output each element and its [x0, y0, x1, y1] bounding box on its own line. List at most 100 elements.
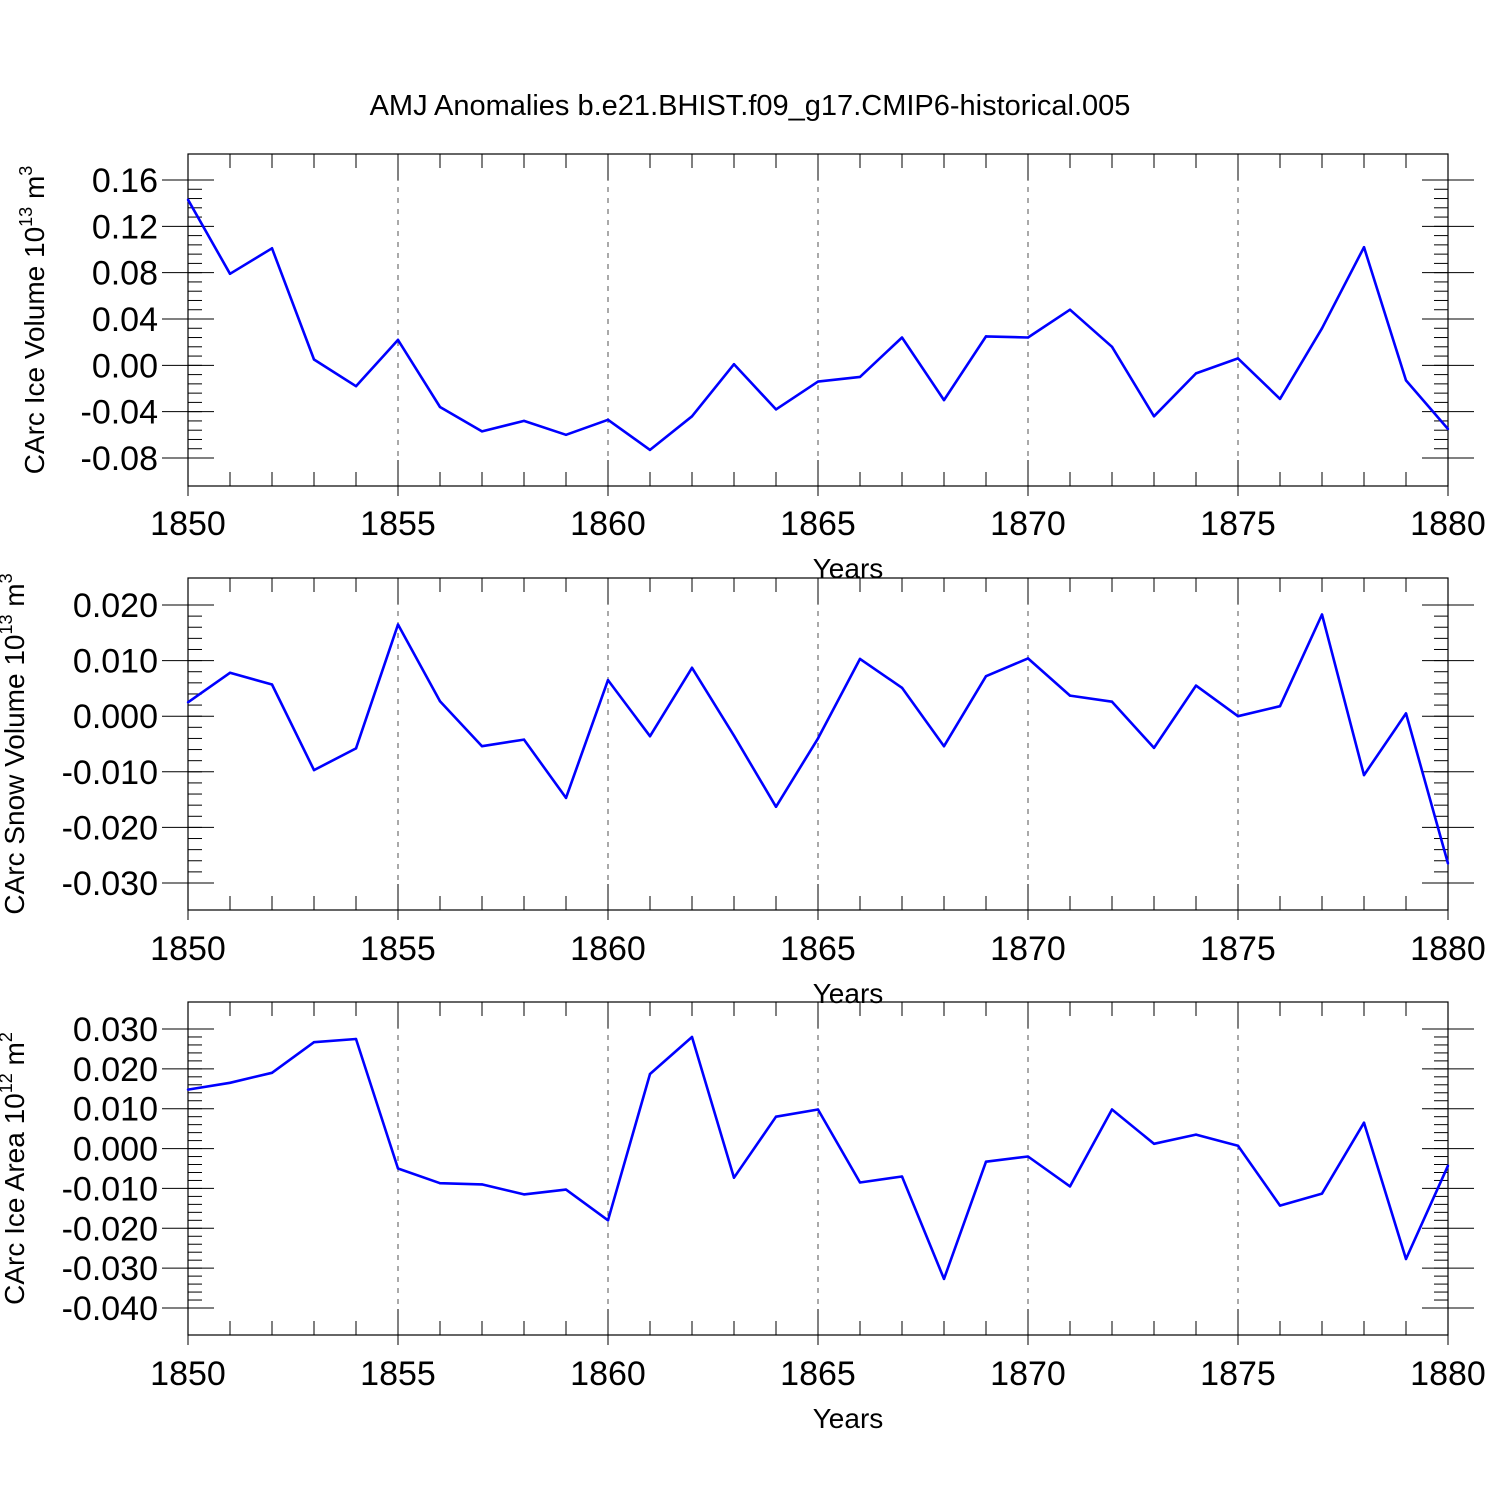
data-point — [1236, 1144, 1240, 1147]
data-point — [1026, 336, 1030, 339]
data-point — [312, 1040, 316, 1044]
data-point — [1236, 715, 1240, 718]
data-point — [900, 686, 904, 690]
y-label-unit: m — [0, 1042, 30, 1073]
y-label-exponent: 12 — [0, 1073, 16, 1093]
data-point — [1278, 704, 1282, 708]
data-point — [228, 671, 232, 675]
data-point — [1278, 1204, 1282, 1207]
data-point — [1110, 1108, 1114, 1111]
chart-title: AMJ Anomalies b.e21.BHIST.f09_g17.CMIP6-… — [370, 90, 1131, 122]
data-point — [690, 415, 694, 418]
data-point — [186, 1088, 190, 1091]
y-label-unit-exponent: 2 — [0, 1032, 16, 1042]
y-tick-label: -0.020 — [62, 809, 158, 847]
data-point — [228, 1081, 232, 1085]
data-point — [354, 384, 358, 388]
data-point — [816, 737, 820, 740]
data-point — [858, 375, 862, 379]
data-point — [942, 1277, 946, 1281]
y-label-exponent: 13 — [0, 614, 16, 634]
x-tick-label: 1880 — [1410, 505, 1486, 543]
data-point — [1110, 700, 1114, 703]
data-point — [522, 1193, 526, 1196]
data-point — [732, 1176, 736, 1179]
data-point — [606, 678, 610, 682]
panel-2: 0.020 0.010 0.000 -0.010 -0.020 -0.030 1850 185… — [0, 573, 1486, 1009]
y-tick-label: -0.030 — [62, 1250, 158, 1288]
y-tick-label: 0.04 — [92, 301, 158, 339]
x-tick-label: 1875 — [1200, 1355, 1276, 1393]
data-point — [480, 430, 484, 433]
y-tick-label: -0.020 — [62, 1210, 158, 1248]
y-tick-label: -0.010 — [62, 1170, 158, 1208]
y-tick-label: -0.040 — [62, 1290, 158, 1328]
y-tick-label: 0.00 — [92, 347, 158, 385]
x-tick-label: 1865 — [780, 505, 856, 543]
x-axis-label: Years — [813, 1403, 884, 1434]
y-tick-label: -0.030 — [62, 865, 158, 903]
x-tick-label: 1850 — [150, 930, 226, 968]
data-point — [1026, 1155, 1030, 1158]
panel-3: 0.0300.0200.0100.000-0.010-0.020-0.030-0… — [0, 1001, 1486, 1434]
data-point — [648, 735, 652, 738]
y-tick-label: 0.010 — [73, 1091, 158, 1129]
data-point — [1446, 1164, 1450, 1167]
data-point — [774, 1115, 778, 1118]
x-tick-label: 1870 — [990, 930, 1066, 968]
data-point — [1026, 657, 1030, 660]
y-label-main: CArc Ice Volume 10 — [19, 227, 50, 474]
y-tick-label: 0.000 — [73, 698, 158, 736]
data-point — [396, 623, 400, 626]
data-point — [1194, 684, 1198, 687]
data-point — [1068, 694, 1072, 697]
y-axis-label: CArc Ice Volume 1013 m3 — [16, 166, 50, 475]
data-point — [480, 745, 484, 748]
data-point — [1320, 613, 1324, 616]
data-point — [1320, 327, 1324, 330]
data-point — [1152, 746, 1156, 750]
series-line — [186, 199, 1449, 452]
data-point — [900, 1175, 904, 1178]
data-point — [942, 745, 946, 748]
data-point — [1152, 415, 1156, 418]
data-point — [816, 1108, 820, 1111]
x-tick-label: 1850 — [150, 1355, 226, 1393]
data-point — [396, 1167, 400, 1170]
y-label-main: CArc Ice Area 10 — [0, 1093, 30, 1305]
data-point — [1068, 308, 1072, 311]
x-tick-label: 1870 — [990, 505, 1066, 543]
y-axis-label: CArc Snow Volume 1013 m3 — [0, 573, 30, 914]
data-point — [1404, 379, 1408, 382]
data-point — [438, 405, 442, 409]
data-point — [900, 336, 904, 339]
y-tick-label: 0.08 — [92, 255, 158, 293]
data-point — [354, 1037, 358, 1041]
x-tick-label: 1855 — [360, 505, 436, 543]
y-tick-label: 0.030 — [73, 1011, 158, 1049]
y-tick-label: 0.020 — [73, 587, 158, 625]
data-point — [1068, 1185, 1072, 1188]
data-point — [606, 418, 610, 421]
data-point — [228, 272, 232, 276]
data-point — [1404, 1257, 1408, 1261]
x-tick-label: 1875 — [1200, 505, 1276, 543]
x-tick-label: 1880 — [1410, 930, 1486, 968]
x-tick-label: 1875 — [1200, 930, 1276, 968]
data-point — [522, 738, 526, 741]
data-point — [522, 419, 526, 423]
y-label-unit: m — [19, 176, 50, 207]
data-point — [354, 747, 358, 750]
data-point — [1194, 372, 1198, 375]
data-point — [270, 247, 274, 250]
data-point — [1446, 427, 1450, 431]
data-point — [732, 734, 736, 737]
y-label-unit: m — [0, 583, 30, 614]
data-point — [480, 1183, 484, 1186]
data-point — [858, 657, 862, 661]
data-point — [270, 683, 274, 686]
y-label-main: CArc Snow Volume 10 — [0, 635, 30, 915]
x-tick-label: 1850 — [150, 505, 226, 543]
y-tick-label: 0.010 — [73, 643, 158, 681]
